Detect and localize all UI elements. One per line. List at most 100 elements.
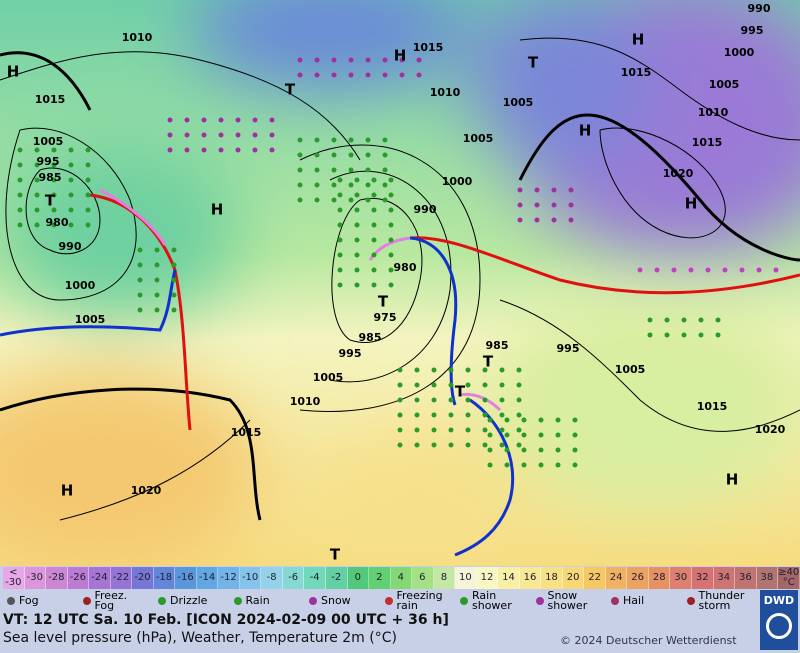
legend-label: Thunder storm (698, 589, 745, 612)
weather-dot (448, 412, 454, 418)
scale-cell: -16 (175, 567, 197, 589)
weather-dot (516, 397, 522, 403)
weather-dot (51, 162, 57, 168)
weather-dot (715, 317, 721, 323)
weather-dot (269, 147, 275, 153)
weather-dot (551, 217, 557, 223)
scale-cell: 2 (369, 567, 391, 589)
weather-dot (465, 412, 471, 418)
scale-cell: 10 (455, 567, 477, 589)
weather-dot (681, 317, 687, 323)
weather-dot (416, 57, 422, 63)
weather-dot (269, 132, 275, 138)
weather-dot (482, 427, 488, 433)
weather-dot (431, 367, 437, 373)
scale-cell: 32 (692, 567, 714, 589)
weather-dot (521, 432, 527, 438)
pressure-label: 1000 (724, 46, 755, 59)
pressure-label: 985 (39, 171, 62, 184)
weather-dot (664, 317, 670, 323)
pressure-label: 980 (46, 216, 69, 229)
weather-dot (698, 332, 704, 338)
weather-dot (664, 332, 670, 338)
legend-icon (535, 597, 544, 605)
scale-cell: 12 (476, 567, 499, 589)
main-isobars (0, 51, 800, 521)
weather-dot (167, 132, 173, 138)
weather-dot (671, 267, 677, 273)
legend-icon (686, 597, 695, 605)
weather-dot (504, 447, 510, 453)
weather-dot (555, 447, 561, 453)
weather-dot (252, 147, 258, 153)
weather-dot (331, 57, 337, 63)
scale-cell: 0 (347, 567, 370, 589)
weather-dot (171, 247, 177, 253)
scale-cell: -10 (239, 567, 262, 589)
weather-dot (499, 397, 505, 403)
weather-dot (538, 447, 544, 453)
weather-dot (722, 267, 728, 273)
pressure-label: 1010 (698, 106, 729, 119)
weather-dot (252, 132, 258, 138)
weather-dot (354, 237, 360, 243)
weather-dot (521, 417, 527, 423)
weather-dot (337, 222, 343, 228)
weather-dot (572, 447, 578, 453)
legend-item: Drizzle (154, 590, 230, 612)
pressure-label: 1020 (663, 167, 694, 180)
weather-dot (365, 152, 371, 158)
weather-dot (534, 187, 540, 193)
weather-dot (348, 72, 354, 78)
weather-dot (331, 137, 337, 143)
weather-dot (314, 197, 320, 203)
weather-dot (348, 182, 354, 188)
scale-cell: 26 (627, 567, 649, 589)
legend-icon (158, 597, 166, 605)
weather-dot (499, 442, 505, 448)
legend-label: Freezing rain (396, 589, 443, 612)
weather-dot (218, 147, 224, 153)
description: Sea level pressure (hPa), Weather, Tempe… (3, 630, 397, 646)
legend-item: Fog (3, 590, 79, 612)
weather-dot (397, 382, 403, 388)
weather-dot (51, 222, 57, 228)
weather-dot (348, 167, 354, 173)
weather-legend: Fog Freez. Fog Drizzle Rain Snow Freezing rai… (3, 590, 758, 612)
weather-dot (482, 382, 488, 388)
weather-dot (137, 277, 143, 283)
scale-cell: -4 (304, 567, 326, 589)
weather-dot (171, 277, 177, 283)
weather-dot (34, 222, 40, 228)
weather-dot (137, 262, 143, 268)
scale-cell: 14 (498, 567, 520, 589)
weather-dot (235, 147, 241, 153)
pressure-center: H (685, 195, 698, 213)
weather-dot (297, 57, 303, 63)
pressure-center: H (726, 471, 739, 489)
weather-dot (568, 202, 574, 208)
weather-dot (354, 207, 360, 213)
weather-dot (371, 222, 377, 228)
weather-dot (487, 417, 493, 423)
pressure-label: 1015 (35, 93, 66, 106)
weather-dot (388, 192, 394, 198)
pressure-center: H (61, 482, 74, 500)
weather-dot (555, 462, 561, 468)
weather-dot (388, 177, 394, 183)
scale-cell: ≥40 °C (778, 567, 800, 589)
scale-cell: -20 (132, 567, 154, 589)
weather-dot (482, 412, 488, 418)
scale-cell: 36 (735, 567, 757, 589)
weather-dot (499, 382, 505, 388)
weather-dot (397, 367, 403, 373)
weather-dot (154, 247, 160, 253)
weather-dot (499, 367, 505, 373)
weather-dot (568, 187, 574, 193)
pressure-label: 995 (339, 347, 362, 360)
weather-dot (85, 177, 91, 183)
weather-dot (137, 292, 143, 298)
scale-cell: 18 (541, 567, 563, 589)
weather-dot (388, 252, 394, 258)
weather-dot (487, 432, 493, 438)
